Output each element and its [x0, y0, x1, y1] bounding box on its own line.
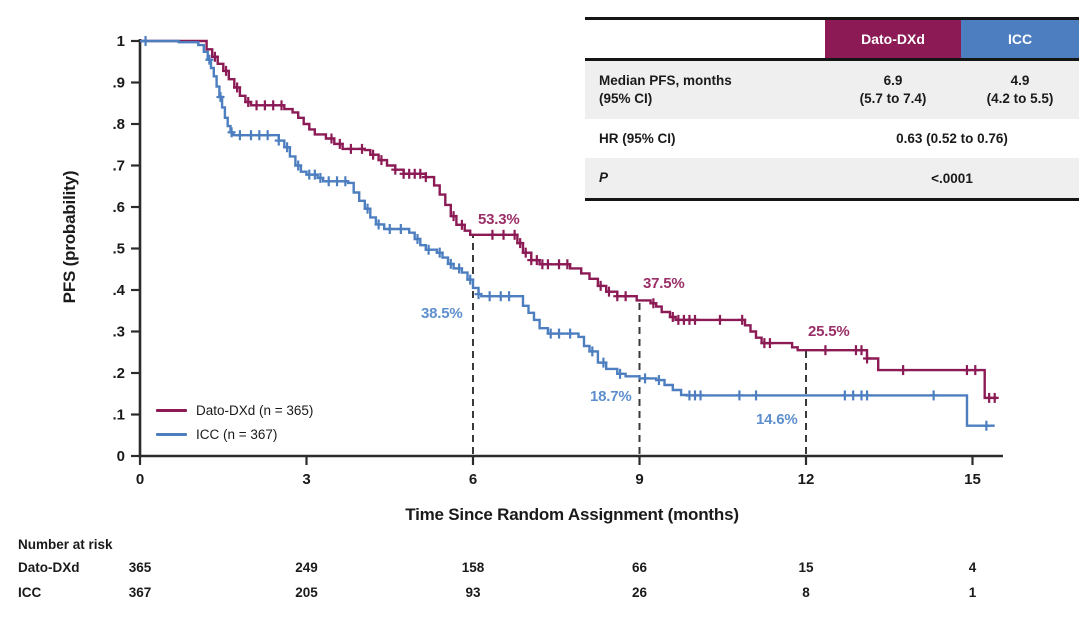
median-pfs-icc-value: 4.9 (4.2 to 5.5)	[961, 72, 1079, 108]
svg-text:6: 6	[469, 471, 477, 488]
svg-text:15: 15	[964, 471, 981, 488]
legend-label-icc: ICC (n = 367)	[196, 426, 278, 442]
svg-text:.8: .8	[112, 116, 125, 133]
median-pfs-dato-value: 6.9 (5.7 to 7.4)	[825, 72, 961, 108]
legend-item-dato: Dato-DXd (n = 365)	[156, 398, 313, 422]
legend-swatch-dato	[156, 408, 187, 412]
landmark-icc-6mo: 38.5%	[421, 305, 463, 322]
stats-header-icc-cell: ICC	[961, 20, 1079, 58]
svg-text:0: 0	[136, 471, 144, 488]
risk-value: 4	[968, 560, 977, 575]
risk-value: 249	[295, 560, 318, 575]
risk-value: 26	[631, 585, 648, 600]
svg-text:.2: .2	[112, 365, 125, 382]
risk-row-label-dato: Dato-DXd	[18, 560, 80, 575]
svg-text:.5: .5	[112, 241, 125, 258]
landmark-dato-9mo: 37.5%	[643, 275, 685, 292]
legend-item-icc: ICC (n = 367)	[156, 422, 313, 446]
legend-swatch-icc	[156, 432, 187, 436]
svg-text:.4: .4	[112, 282, 125, 299]
risk-value: 66	[631, 560, 648, 575]
median-pfs-label-line1: Median PFS, months	[599, 73, 732, 88]
stats-header-dato-cell: Dato-DXd	[825, 20, 961, 58]
median-pfs-label: Median PFS, months (95% CI)	[585, 61, 825, 119]
svg-text:.3: .3	[112, 324, 125, 341]
p-label: P	[599, 170, 609, 186]
x-axis-title: Time Since Random Assignment (months)	[405, 505, 739, 524]
svg-text:.1: .1	[112, 407, 125, 424]
legend: Dato-DXd (n = 365) ICC (n = 367)	[156, 398, 313, 446]
y-axis-title: PFS (probability)	[60, 170, 79, 304]
number-at-risk-title: Number at risk	[18, 537, 113, 552]
risk-value: 1	[968, 585, 977, 600]
median-pfs-icc-line1: 4.9	[1010, 73, 1030, 88]
svg-text:1: 1	[117, 33, 125, 50]
svg-text:12: 12	[798, 471, 815, 488]
median-pfs-dato-line1: 6.9	[883, 73, 903, 88]
risk-value: 15	[798, 560, 814, 575]
landmark-dato-6mo: 53.3%	[478, 211, 520, 228]
svg-text:3: 3	[302, 471, 310, 488]
risk-row-label-icc: ICC	[18, 585, 42, 600]
risk-value: 367	[128, 585, 152, 600]
svg-text:.9: .9	[112, 75, 125, 92]
risk-value: 205	[295, 585, 318, 600]
landmark-dato-12mo: 25.5%	[808, 323, 850, 340]
median-pfs-dato-line2: (5.7 to 7.4)	[859, 90, 927, 106]
risk-value: 93	[465, 585, 481, 600]
hr-value: 0.63 (0.52 to 0.76)	[896, 131, 1008, 147]
median-pfs-row: Median PFS, months (95% CI) 6.9 (5.7 to …	[585, 61, 1079, 119]
svg-text:.7: .7	[112, 158, 125, 175]
svg-text:.6: .6	[112, 199, 125, 216]
hr-label: HR (95% CI)	[599, 130, 676, 146]
stats-table: Dato-DXd ICC Median PFS, months (95% CI)…	[585, 17, 1079, 202]
median-pfs-icc-line2: (4.2 to 5.5)	[986, 90, 1054, 106]
risk-value: 8	[802, 585, 810, 600]
median-pfs-label-line2: (95% CI)	[599, 90, 653, 106]
svg-text:0: 0	[117, 448, 125, 465]
stats-table-header: Dato-DXd ICC	[585, 20, 1079, 61]
p-value: <.0001	[931, 170, 973, 186]
risk-value: 365	[128, 560, 152, 575]
stats-header-spacer	[585, 20, 825, 58]
landmark-icc-12mo: 14.6%	[756, 411, 798, 428]
svg-text:9: 9	[635, 471, 643, 488]
legend-label-dato: Dato-DXd (n = 365)	[196, 402, 314, 418]
risk-value: 158	[461, 560, 485, 575]
landmark-icc-9mo: 18.7%	[590, 388, 632, 405]
p-value-row: P <.0001	[585, 158, 1079, 199]
hr-row: HR (95% CI) 0.63 (0.52 to 0.76)	[585, 119, 1079, 159]
